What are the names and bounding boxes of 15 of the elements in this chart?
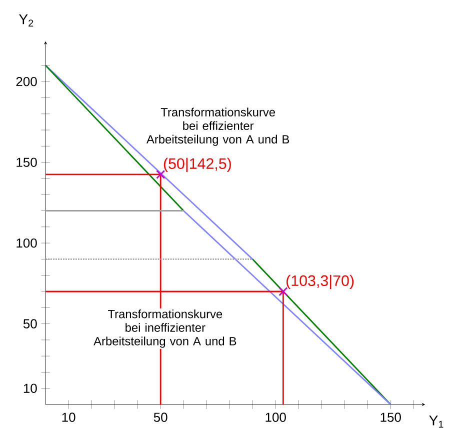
y-tick-label: 50 bbox=[23, 318, 37, 328]
x-tick-label: 100 bbox=[266, 412, 286, 422]
x-axis-title: Y$_{1}$ bbox=[429, 415, 444, 428]
y-tick-label: 100 bbox=[16, 238, 37, 248]
annotation: Transformationskurve bei ineffizienter Arbeitsteilung von A und B bbox=[94, 309, 236, 348]
annotation: (103,3|70) bbox=[286, 274, 354, 289]
annotation: (50|142,5) bbox=[164, 158, 231, 172]
x-tick-label: 10 bbox=[62, 412, 76, 422]
y-axis-title: Y$_{2}$ bbox=[19, 14, 34, 26]
annotation: Transformationskurve bei effizienter Arbeitsteilung von A und B bbox=[146, 107, 290, 146]
x-tick-label: 150 bbox=[380, 412, 401, 422]
y-tick-label: 200 bbox=[16, 76, 37, 86]
x-tick-label: 50 bbox=[154, 412, 168, 422]
y-tick-label: 150 bbox=[16, 157, 37, 167]
y-tick-label: 10 bbox=[24, 384, 37, 393]
